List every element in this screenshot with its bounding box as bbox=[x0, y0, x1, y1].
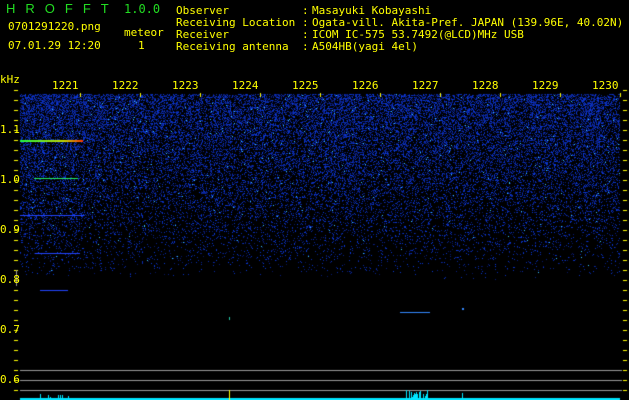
receiver-value: ICOM IC-575 53.7492(@LCD)MHz USB bbox=[312, 28, 524, 41]
observer-value: Masayuki Kobayashi bbox=[312, 4, 432, 17]
separator: : bbox=[302, 28, 309, 41]
time-tick-label: 1230 bbox=[592, 79, 619, 92]
time-tick-label: 1225 bbox=[292, 79, 319, 92]
time-tick-label: 1222 bbox=[112, 79, 139, 92]
time-tick-label: 1228 bbox=[472, 79, 499, 92]
app-title: HROFFT bbox=[6, 1, 119, 16]
file-name: 0701291220.png bbox=[8, 20, 101, 33]
time-tick-label: 1227 bbox=[412, 79, 439, 92]
location-value: Ogata-vill. Akita-Pref. JAPAN (139.96E, … bbox=[312, 16, 624, 29]
observer-label: Observer bbox=[176, 4, 229, 17]
y-tick-label: 0.7 bbox=[0, 323, 20, 336]
time-tick-label: 1223 bbox=[172, 79, 199, 92]
separator: : bbox=[302, 16, 309, 29]
y-tick-label: 1.0 bbox=[0, 173, 20, 186]
antenna-value: A504HB(yagi 4el) bbox=[312, 40, 418, 53]
date-time: 07.01.29 12:20 bbox=[8, 39, 101, 52]
y-unit-label: kHz bbox=[0, 73, 20, 86]
time-tick-label: 1224 bbox=[232, 79, 259, 92]
y-tick-label: 1.1 bbox=[0, 123, 20, 136]
y-tick-label: 0.6 bbox=[0, 373, 20, 386]
app-version: 1.0.0 bbox=[124, 2, 161, 16]
time-tick-label: 1221 bbox=[52, 79, 79, 92]
time-tick-label: 1229 bbox=[532, 79, 559, 92]
y-tick-label: 0.8 bbox=[0, 273, 20, 286]
antenna-label: Receiving antenna bbox=[176, 40, 289, 53]
time-tick-label: 1226 bbox=[352, 79, 379, 92]
separator: : bbox=[302, 4, 309, 17]
receiver-label: Receiver bbox=[176, 28, 229, 41]
meteor-label: meteor bbox=[124, 26, 164, 39]
separator: : bbox=[302, 40, 309, 53]
y-tick-label: 0.9 bbox=[0, 223, 20, 236]
meteor-count: 1 bbox=[138, 39, 145, 52]
location-label: Receiving Location bbox=[176, 16, 296, 29]
